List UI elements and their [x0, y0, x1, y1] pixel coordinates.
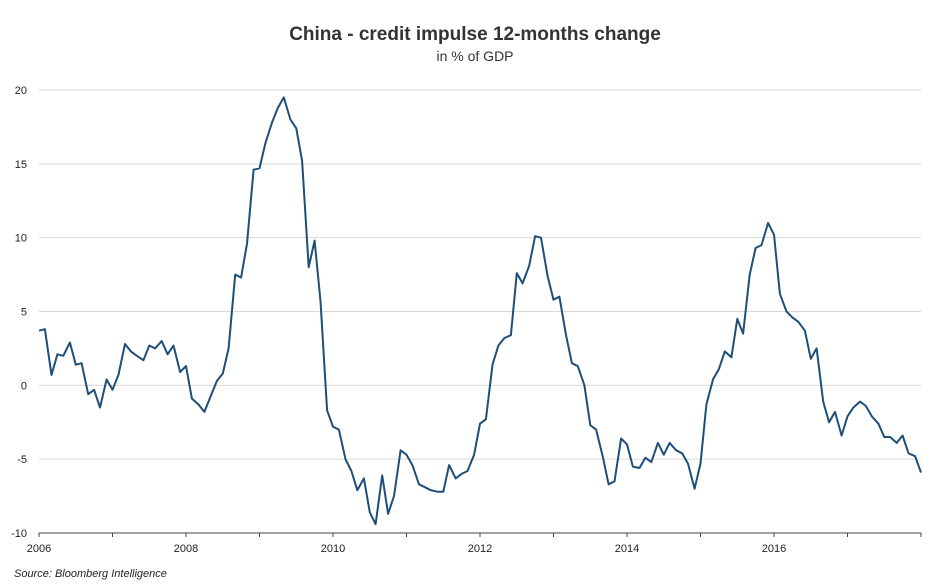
series-layer	[38, 96, 922, 526]
source-note: Source: Bloomberg Intelligence	[14, 568, 167, 580]
chart-title: China - credit impulse 12-months change	[289, 24, 661, 45]
x-tick-label: 2010	[321, 543, 345, 555]
x-tick-label: 2012	[468, 543, 492, 555]
x-tick-label: 2006	[27, 543, 51, 555]
y-tick-label: 5	[21, 307, 27, 319]
x-tick-label: 2014	[615, 543, 639, 555]
y-tick-label: 10	[15, 233, 27, 245]
y-tick-label: 20	[15, 85, 27, 97]
x-tick-label: 2008	[174, 543, 198, 555]
x-tick-label: 2016	[762, 543, 786, 555]
y-tick-label: 15	[15, 159, 27, 171]
y-tick-label: -10	[11, 528, 27, 540]
y-tick-label: -5	[17, 454, 27, 466]
chart-subtitle: in % of GDP	[436, 48, 514, 64]
series-line	[38, 96, 922, 526]
y-tick-label: 0	[21, 380, 27, 392]
axes	[38, 532, 922, 537]
grid-lines	[39, 89, 921, 460]
